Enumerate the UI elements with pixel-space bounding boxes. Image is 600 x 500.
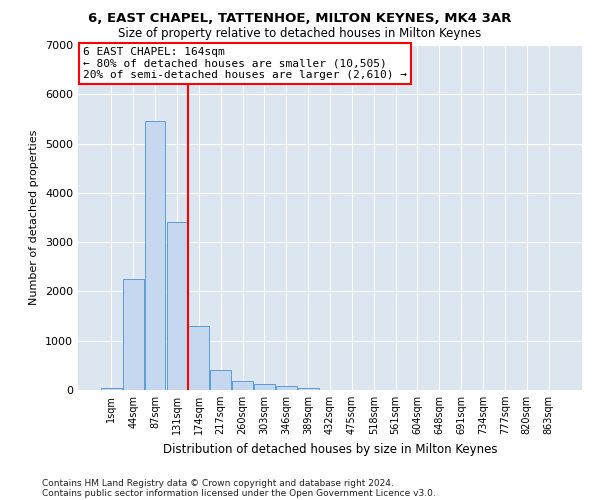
Bar <box>254 384 275 390</box>
Bar <box>210 370 231 390</box>
Text: 6, EAST CHAPEL, TATTENHOE, MILTON KEYNES, MK4 3AR: 6, EAST CHAPEL, TATTENHOE, MILTON KEYNES… <box>88 12 512 26</box>
Bar <box>232 382 253 390</box>
Bar <box>188 326 209 390</box>
Bar <box>101 388 122 390</box>
Bar <box>298 388 319 390</box>
Bar <box>123 279 143 390</box>
X-axis label: Distribution of detached houses by size in Milton Keynes: Distribution of detached houses by size … <box>163 442 497 456</box>
Text: Contains public sector information licensed under the Open Government Licence v3: Contains public sector information licen… <box>42 488 436 498</box>
Text: Size of property relative to detached houses in Milton Keynes: Size of property relative to detached ho… <box>118 28 482 40</box>
Y-axis label: Number of detached properties: Number of detached properties <box>29 130 40 305</box>
Bar <box>276 386 296 390</box>
Text: Contains HM Land Registry data © Crown copyright and database right 2024.: Contains HM Land Registry data © Crown c… <box>42 478 394 488</box>
Bar <box>145 122 166 390</box>
Text: 6 EAST CHAPEL: 164sqm
← 80% of detached houses are smaller (10,505)
20% of semi-: 6 EAST CHAPEL: 164sqm ← 80% of detached … <box>83 46 407 80</box>
Bar <box>167 222 187 390</box>
